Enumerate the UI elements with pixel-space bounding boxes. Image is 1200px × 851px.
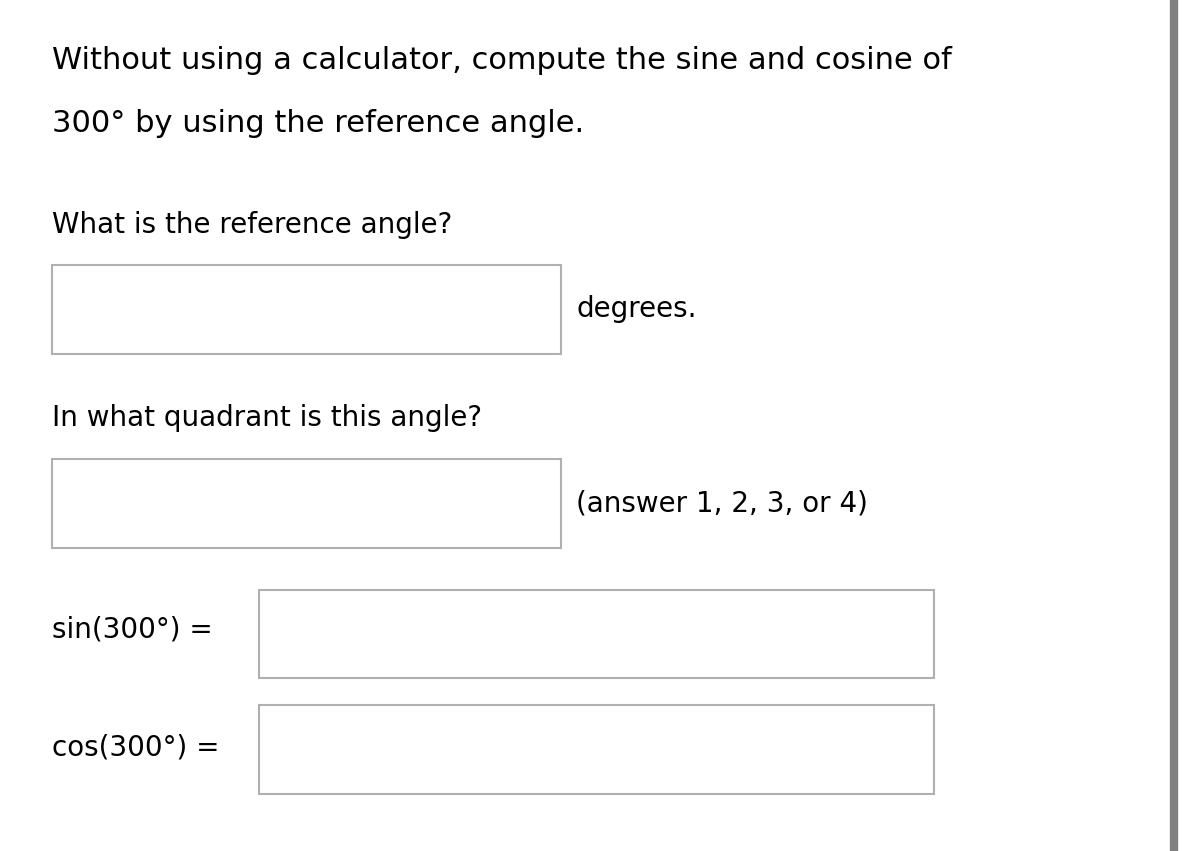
Text: In what quadrant is this angle?: In what quadrant is this angle? bbox=[52, 404, 481, 432]
FancyBboxPatch shape bbox=[259, 705, 934, 794]
Text: sin(300°) =: sin(300°) = bbox=[52, 615, 212, 643]
FancyBboxPatch shape bbox=[52, 460, 560, 548]
Text: degrees.: degrees. bbox=[576, 295, 697, 323]
FancyBboxPatch shape bbox=[52, 266, 560, 354]
Text: What is the reference angle?: What is the reference angle? bbox=[52, 210, 452, 238]
Text: Without using a calculator, compute the sine and cosine of: Without using a calculator, compute the … bbox=[52, 46, 952, 75]
FancyBboxPatch shape bbox=[259, 590, 934, 678]
Text: 300° by using the reference angle.: 300° by using the reference angle. bbox=[52, 110, 583, 139]
Text: (answer 1, 2, 3, or 4): (answer 1, 2, 3, or 4) bbox=[576, 489, 869, 517]
Text: cos(300°) =: cos(300°) = bbox=[52, 734, 220, 762]
